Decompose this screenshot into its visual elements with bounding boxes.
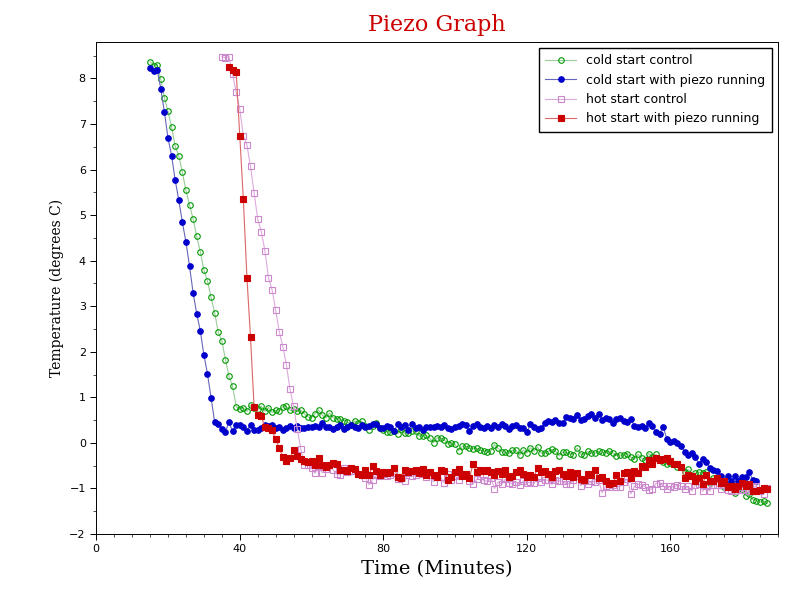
hot start control — [257, 228, 266, 235]
cold start with piezo running — [435, 423, 445, 430]
cold start control — [695, 469, 704, 476]
hot start control — [217, 53, 227, 61]
cold start with piezo running — [687, 449, 697, 457]
hot start with piezo running — [755, 487, 765, 494]
cold start with piezo running — [439, 421, 449, 428]
hot start with piezo running — [551, 467, 561, 475]
cold start control — [371, 419, 381, 427]
hot start with piezo running — [486, 468, 496, 475]
hot start control — [759, 491, 768, 498]
Line: cold start with piezo running: cold start with piezo running — [148, 65, 759, 484]
hot start with piezo running — [415, 469, 424, 476]
hot start control — [741, 485, 751, 493]
hot start control — [461, 471, 471, 478]
cold start control — [615, 451, 625, 458]
hot start control — [293, 425, 302, 433]
Title: Piezo Graph: Piezo Graph — [368, 14, 506, 36]
cold start control — [145, 58, 155, 65]
hot start control — [763, 484, 772, 491]
X-axis label: Time (Minutes): Time (Minutes) — [362, 560, 512, 578]
hot start with piezo running — [751, 488, 761, 495]
hot start with piezo running — [763, 485, 772, 493]
cold start with piezo running — [145, 64, 155, 71]
cold start with piezo running — [464, 427, 474, 434]
cold start control — [593, 448, 603, 455]
hot start with piezo running — [225, 64, 234, 71]
cold start with piezo running — [751, 478, 761, 485]
cold start control — [483, 449, 492, 456]
hot start with piezo running — [565, 469, 575, 476]
Line: hot start control: hot start control — [219, 54, 770, 497]
cold start with piezo running — [371, 421, 381, 428]
cold start with piezo running — [231, 422, 241, 429]
hot start with piezo running — [601, 478, 610, 485]
hot start control — [673, 481, 683, 488]
Y-axis label: Temperature (degrees C): Temperature (degrees C) — [50, 199, 64, 377]
Line: cold start control: cold start control — [148, 59, 770, 506]
Legend: cold start control, cold start with piezo running, hot start control, hot start : cold start control, cold start with piez… — [539, 48, 772, 131]
hot start control — [605, 484, 614, 491]
cold start with piezo running — [734, 478, 743, 485]
cold start control — [763, 500, 772, 507]
Line: hot start with piezo running: hot start with piezo running — [226, 64, 770, 494]
hot start control — [225, 53, 234, 61]
cold start control — [443, 440, 452, 447]
